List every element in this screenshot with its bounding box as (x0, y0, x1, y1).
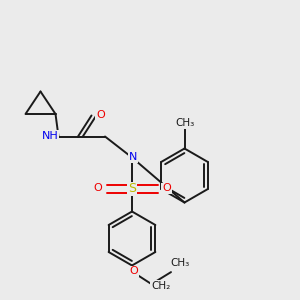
Text: O: O (96, 110, 105, 120)
Text: CH₂: CH₂ (151, 280, 170, 291)
Text: S: S (128, 182, 136, 196)
Text: O: O (162, 183, 171, 194)
Text: CH₃: CH₃ (170, 258, 190, 268)
Text: O: O (93, 183, 102, 194)
Text: N: N (129, 152, 137, 163)
Text: NH: NH (42, 130, 58, 141)
Text: O: O (130, 266, 139, 277)
Text: CH₃: CH₃ (175, 118, 194, 128)
